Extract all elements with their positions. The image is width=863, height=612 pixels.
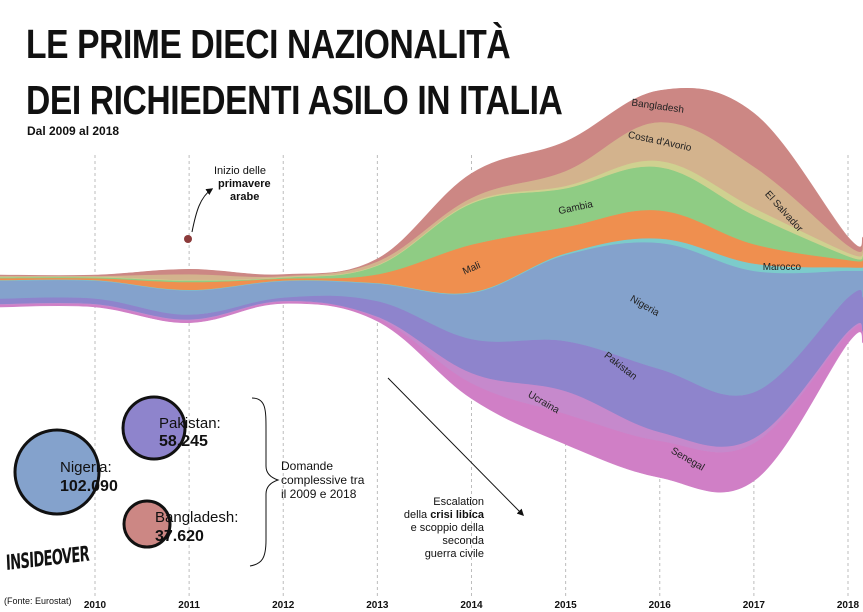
totals-brace xyxy=(249,397,280,567)
x-tick-2017: 2017 xyxy=(743,600,766,611)
annotation-libya-line-4: seconda xyxy=(442,535,484,547)
annotation-libya-line-1: Escalation xyxy=(433,496,484,508)
bubble-bangladesh xyxy=(122,499,172,549)
x-tick-2012: 2012 xyxy=(272,600,295,611)
bubble-pakistan-country: Pakistan: xyxy=(159,415,221,432)
chart-subtitle: Dal 2009 al 2018 xyxy=(27,124,120,138)
bubble-pakistan xyxy=(121,395,187,461)
x-tick-2014: 2014 xyxy=(460,600,483,611)
annotation-totals: Domande complessive tra il 2009 e 2018 xyxy=(281,459,364,501)
bubble-pakistan-value: 58.245 xyxy=(159,433,208,450)
bubble-bangladesh-country: Bangladesh: xyxy=(155,509,238,526)
bubble-nigeria-country: Nigeria: xyxy=(60,459,112,476)
bubble-bangladesh-value: 37.620 xyxy=(155,528,204,545)
bubble-nigeria xyxy=(13,428,101,516)
chart-title-line-2: DEI RICHIEDENTI ASILO IN ITALIA xyxy=(26,77,563,123)
x-tick-2013: 2013 xyxy=(366,600,389,611)
annotation-arab-spring-line-1: Inizio delle xyxy=(214,165,266,177)
bubble-nigeria-value: 102.090 xyxy=(60,478,118,495)
totals-bubbles: Nigeria: 102.090 Pakistan: 58.245 Bangla… xyxy=(13,395,238,549)
annotation-libya: Escalation della crisi libica e scoppio … xyxy=(392,496,484,561)
x-tick-2011: 2011 xyxy=(178,600,200,611)
annotation-arab-spring-line-2: primavere xyxy=(218,178,271,190)
annotation-arab-spring: Inizio delle primavere arabe xyxy=(214,165,271,204)
x-tick-2016: 2016 xyxy=(649,600,672,611)
x-axis: 2010 2011 2012 2013 2014 2015 2016 2017 2018 xyxy=(84,600,860,611)
chart-title-line-1: LE PRIME DIECI NAZIONALITÀ xyxy=(26,21,511,67)
annotation-totals-line-3: il 2009 e 2018 xyxy=(281,487,357,501)
libya-arrow xyxy=(387,377,524,516)
annotation-totals-line-2: complessive tra xyxy=(281,473,365,487)
series-label-marocco: Marocco xyxy=(763,262,802,273)
annotation-libya-line-2: della crisi libica xyxy=(403,509,484,521)
source-note: (Fonte: Eurostat) xyxy=(4,596,72,606)
x-tick-2010: 2010 xyxy=(84,600,107,611)
x-tick-2015: 2015 xyxy=(555,600,578,611)
annotation-libya-line-3: e scoppio della xyxy=(410,522,484,534)
annotation-arab-spring-line-3: arabe xyxy=(230,191,260,203)
annotation-libya-line-5: guerra civile xyxy=(424,548,484,560)
arab-spring-marker xyxy=(184,235,192,243)
annotation-totals-line-1: Domande xyxy=(281,459,334,473)
arab-spring-arrow xyxy=(191,188,214,233)
x-tick-2018: 2018 xyxy=(837,600,860,611)
stream-bangladesh xyxy=(0,87,863,277)
annotation-arrows xyxy=(184,188,524,567)
